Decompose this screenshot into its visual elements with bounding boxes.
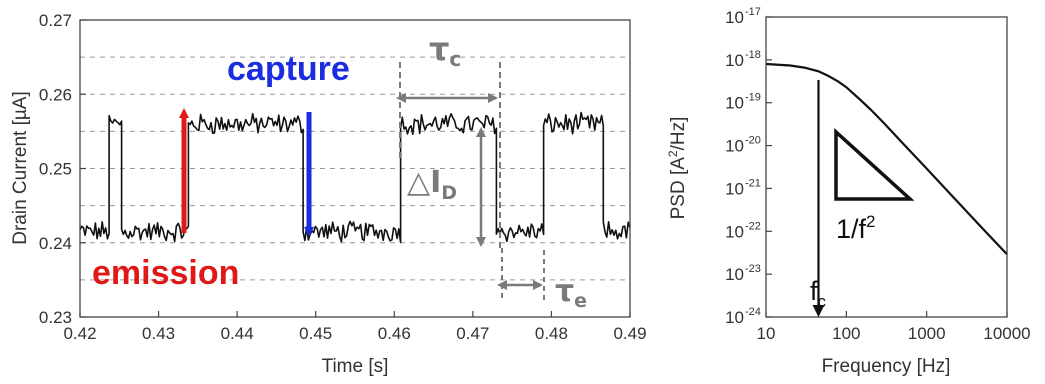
capture-label: capture — [227, 50, 350, 88]
x-tick-label: 0.44 — [221, 324, 254, 343]
x-tick-label: 0.49 — [613, 324, 646, 343]
y-tick-exponent: -23 — [745, 263, 761, 275]
rts-x-ticks: 0.42 0.43 0.44 0.45 0.46 0.47 0.48 0.49 — [63, 311, 647, 343]
y-tick-exponent: -17 — [745, 6, 761, 18]
x-tick-label: 0.46 — [378, 324, 411, 343]
rts-x-axis-label: Time [s] — [322, 356, 389, 377]
y-tick-exponent: -20 — [745, 135, 761, 147]
y-tick-exponent: -18 — [745, 49, 761, 61]
x-tick-label: 0.47 — [456, 324, 489, 343]
psd-y-axis-label: PSD [A2/Hz] — [666, 117, 689, 220]
rts-chart: 0.42 0.43 0.44 0.45 0.46 0.47 0.48 0.49 0.230.2… — [10, 11, 647, 377]
y-tick-exponent: -21 — [745, 177, 761, 189]
y-tick-label: 10 — [725, 265, 744, 284]
psd-curve — [765, 62, 1008, 256]
psd-chart: 10 100 1000 10000 10-2410-2310-2210-2110-20… — [666, 6, 1031, 377]
y-tick-label: 10 — [725, 179, 744, 198]
tau-c-label: τc — [429, 30, 461, 71]
y-tick-label: 0.27 — [39, 11, 72, 30]
psd-x-axis-label: Frequency [Hz] — [822, 356, 951, 377]
emission-label: emission — [92, 254, 239, 292]
y-tick-label: 10 — [725, 308, 744, 327]
drain-current-trace — [79, 111, 631, 244]
rts-grid — [80, 56, 630, 281]
x-tick-label: 0.45 — [299, 324, 332, 343]
y-tick-exponent: -24 — [745, 306, 761, 318]
x-tick-label: 0.42 — [63, 324, 96, 343]
y-tick-exponent: -19 — [745, 92, 761, 104]
y-tick-exponent: -22 — [745, 220, 761, 232]
psd-plot-frame — [765, 16, 1008, 318]
y-tick-label: 10 — [725, 8, 744, 27]
y-tick-label: 10 — [725, 137, 744, 156]
fc-label: fc — [810, 276, 827, 311]
x-tick-label: 100 — [832, 324, 860, 343]
tau-e-label: τe — [555, 274, 587, 312]
y-tick-label: 10 — [725, 51, 744, 70]
psd-x-ticks: 10 100 1000 10000 — [757, 311, 1031, 343]
y-tick-label: 0.26 — [39, 85, 72, 104]
rts-y-ticks: 0.23 0.24 0.25 0.26 0.27 — [39, 11, 86, 327]
x-tick-label: 10000 — [983, 324, 1030, 343]
x-tick-label: 10 — [757, 324, 776, 343]
x-tick-label: 0.48 — [535, 324, 568, 343]
y-tick-label: 0.23 — [39, 308, 72, 327]
x-tick-label: 0.43 — [142, 324, 175, 343]
y-tick-label: 0.24 — [39, 234, 72, 253]
y-tick-label: 10 — [725, 94, 744, 113]
rts-y-axis-label: Drain Current [µA] — [10, 91, 31, 245]
x-tick-label: 1000 — [908, 324, 946, 343]
slope-label: 1/f2 — [836, 212, 876, 244]
y-tick-label: 10 — [725, 222, 744, 241]
delta-id-label: △ID — [407, 165, 457, 204]
slope-triangle — [834, 128, 915, 201]
y-tick-label: 0.25 — [39, 160, 72, 179]
